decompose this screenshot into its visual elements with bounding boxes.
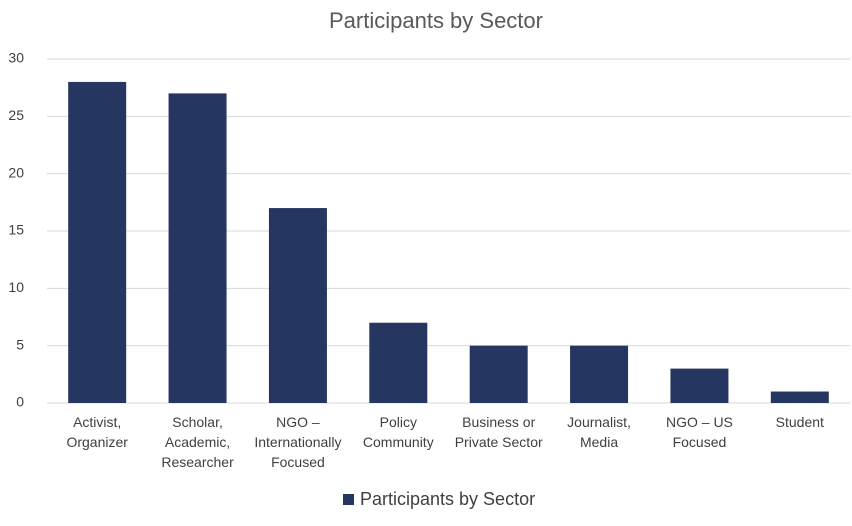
x-tick-label: Student bbox=[775, 414, 824, 430]
x-tick-label: Scholar, Academic, Researcher bbox=[161, 414, 234, 470]
x-tick-label: Journalist, Media bbox=[567, 414, 631, 450]
x-tick-label: Policy Community bbox=[362, 414, 434, 450]
y-tick-label: 15 bbox=[8, 222, 24, 238]
y-tick-label: 10 bbox=[8, 279, 24, 295]
bar bbox=[770, 391, 829, 403]
y-tick-label: 30 bbox=[8, 50, 24, 66]
x-tick-label: Business or Private Sector bbox=[454, 414, 543, 450]
chart-title: Participants by Sector bbox=[329, 8, 543, 33]
y-tick-label: 20 bbox=[8, 164, 24, 180]
x-tick-label: Activist, Organizer bbox=[66, 414, 128, 450]
x-tick-label: NGO – US Focused bbox=[665, 414, 733, 450]
x-tick-label: NGO – Internationally Focused bbox=[254, 414, 342, 470]
legend-swatch bbox=[343, 494, 354, 505]
legend-label: Participants by Sector bbox=[360, 489, 535, 509]
y-tick-label: 25 bbox=[8, 107, 24, 123]
bar bbox=[268, 208, 327, 403]
bar bbox=[68, 81, 127, 403]
bar bbox=[469, 345, 528, 403]
bar bbox=[168, 93, 227, 404]
y-tick-label: 5 bbox=[16, 336, 24, 352]
y-tick-label: 0 bbox=[16, 394, 24, 410]
bar bbox=[570, 345, 629, 403]
bar bbox=[670, 368, 729, 403]
bar bbox=[369, 322, 428, 403]
